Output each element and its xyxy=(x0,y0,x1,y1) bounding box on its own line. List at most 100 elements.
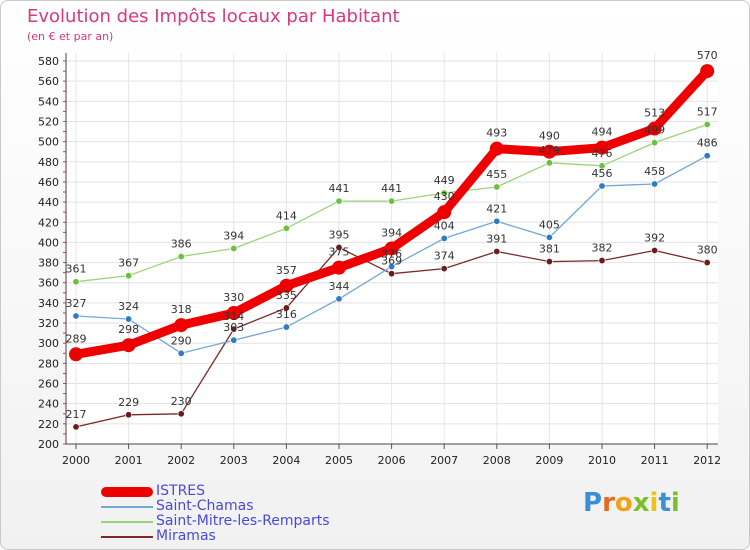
data-point xyxy=(440,265,448,273)
data-label: 414 xyxy=(276,209,297,222)
x-tick-label: 2012 xyxy=(693,454,721,467)
data-point xyxy=(703,259,711,267)
x-tick-label: 2000 xyxy=(62,454,90,467)
data-label: 381 xyxy=(539,243,560,256)
data-label: 357 xyxy=(276,264,297,277)
data-point xyxy=(440,234,448,242)
y-tick-label: 240 xyxy=(38,398,59,411)
data-point xyxy=(598,182,606,190)
data-point xyxy=(177,349,185,357)
data-point xyxy=(493,247,501,255)
data-point xyxy=(703,152,711,160)
legend-label: ISTRES xyxy=(156,483,206,499)
data-point xyxy=(177,253,185,261)
legend-item: Saint-Chamas xyxy=(101,498,421,515)
data-point xyxy=(598,257,606,265)
y-tick-label: 200 xyxy=(38,438,59,451)
data-point xyxy=(388,197,396,205)
data-label: 380 xyxy=(697,244,718,257)
data-label: 456 xyxy=(592,167,613,180)
data-point xyxy=(651,246,659,254)
data-label: 441 xyxy=(329,182,350,195)
logo-letter: P xyxy=(583,488,603,518)
data-point xyxy=(69,347,83,362)
data-point xyxy=(598,162,606,170)
y-tick-label: 420 xyxy=(38,216,59,229)
y-tick-label: 380 xyxy=(38,257,59,270)
y-tick-label: 320 xyxy=(38,317,59,330)
data-point xyxy=(230,325,238,333)
data-label: 303 xyxy=(223,321,244,334)
data-point xyxy=(125,272,133,280)
data-label: 494 xyxy=(592,126,613,139)
data-point xyxy=(335,295,343,303)
chart-subtitle: (en € et par an) xyxy=(27,30,114,43)
legend-swatch xyxy=(101,506,153,508)
data-label: 392 xyxy=(644,231,665,244)
logo-letter: t xyxy=(658,488,671,518)
data-label: 344 xyxy=(329,280,350,293)
data-label: 230 xyxy=(171,395,192,408)
data-label: 314 xyxy=(223,310,244,323)
y-tick-label: 340 xyxy=(38,297,59,310)
data-point xyxy=(651,139,659,147)
data-label: 476 xyxy=(592,147,613,160)
legend-swatch xyxy=(101,536,153,538)
data-point xyxy=(230,244,238,252)
data-point xyxy=(700,64,715,79)
data-label: 455 xyxy=(486,168,507,181)
data-label: 290 xyxy=(171,334,192,347)
data-point xyxy=(121,338,136,353)
y-tick-label: 480 xyxy=(38,156,59,169)
data-label: 405 xyxy=(539,218,560,231)
data-point xyxy=(545,233,553,241)
data-label: 376 xyxy=(381,248,402,261)
data-label: 517 xyxy=(697,105,718,118)
data-point xyxy=(647,121,662,136)
y-tick-label: 560 xyxy=(38,75,59,88)
data-point xyxy=(125,315,133,323)
logo-letter: i xyxy=(649,488,659,518)
data-label: 486 xyxy=(697,137,718,150)
data-label: 386 xyxy=(171,238,192,251)
data-point xyxy=(282,323,290,331)
legend-swatch xyxy=(101,487,153,497)
data-label: 391 xyxy=(486,232,507,245)
data-label: 335 xyxy=(276,289,297,302)
data-point xyxy=(545,258,553,266)
chart-title: Evolution des Impôts locaux par Habitant xyxy=(27,6,400,27)
data-label: 327 xyxy=(66,297,87,310)
y-tick-label: 460 xyxy=(38,176,59,189)
legend-label: Miramas xyxy=(156,528,216,544)
logo-letter: i xyxy=(670,488,680,518)
data-point xyxy=(332,260,346,275)
x-tick-label: 2002 xyxy=(167,454,195,467)
y-tick-label: 540 xyxy=(38,95,59,108)
data-label: 318 xyxy=(171,303,192,316)
y-tick-label: 400 xyxy=(38,236,59,249)
data-label: 570 xyxy=(697,49,718,62)
data-point xyxy=(282,224,290,232)
data-labels: 217 229 230 314 335 395 369 374 391 381 382 392 380 3… xyxy=(66,49,718,421)
data-label: 490 xyxy=(539,130,560,143)
data-label: 499 xyxy=(644,124,665,137)
data-point xyxy=(651,180,659,188)
x-tick-label: 2010 xyxy=(588,454,616,467)
legend-item: Saint-Mitre-les-Remparts xyxy=(101,513,421,530)
data-label: 493 xyxy=(486,127,507,140)
data-label: 316 xyxy=(276,308,297,321)
logo-letter: x xyxy=(632,488,650,518)
data-label: 217 xyxy=(66,408,87,421)
y-tick-label: 500 xyxy=(38,136,59,149)
y-tick-label: 360 xyxy=(38,277,59,290)
data-point xyxy=(335,197,343,205)
x-tick-label: 2011 xyxy=(641,454,669,467)
data-label: 330 xyxy=(223,291,244,304)
legend-item: ISTRES xyxy=(101,483,421,500)
data-label: 441 xyxy=(381,182,402,195)
y-tick-label: 220 xyxy=(38,418,59,431)
data-label: 394 xyxy=(223,229,244,242)
x-tick-label: 2006 xyxy=(378,454,406,467)
data-point xyxy=(335,243,343,251)
data-point xyxy=(595,140,609,155)
